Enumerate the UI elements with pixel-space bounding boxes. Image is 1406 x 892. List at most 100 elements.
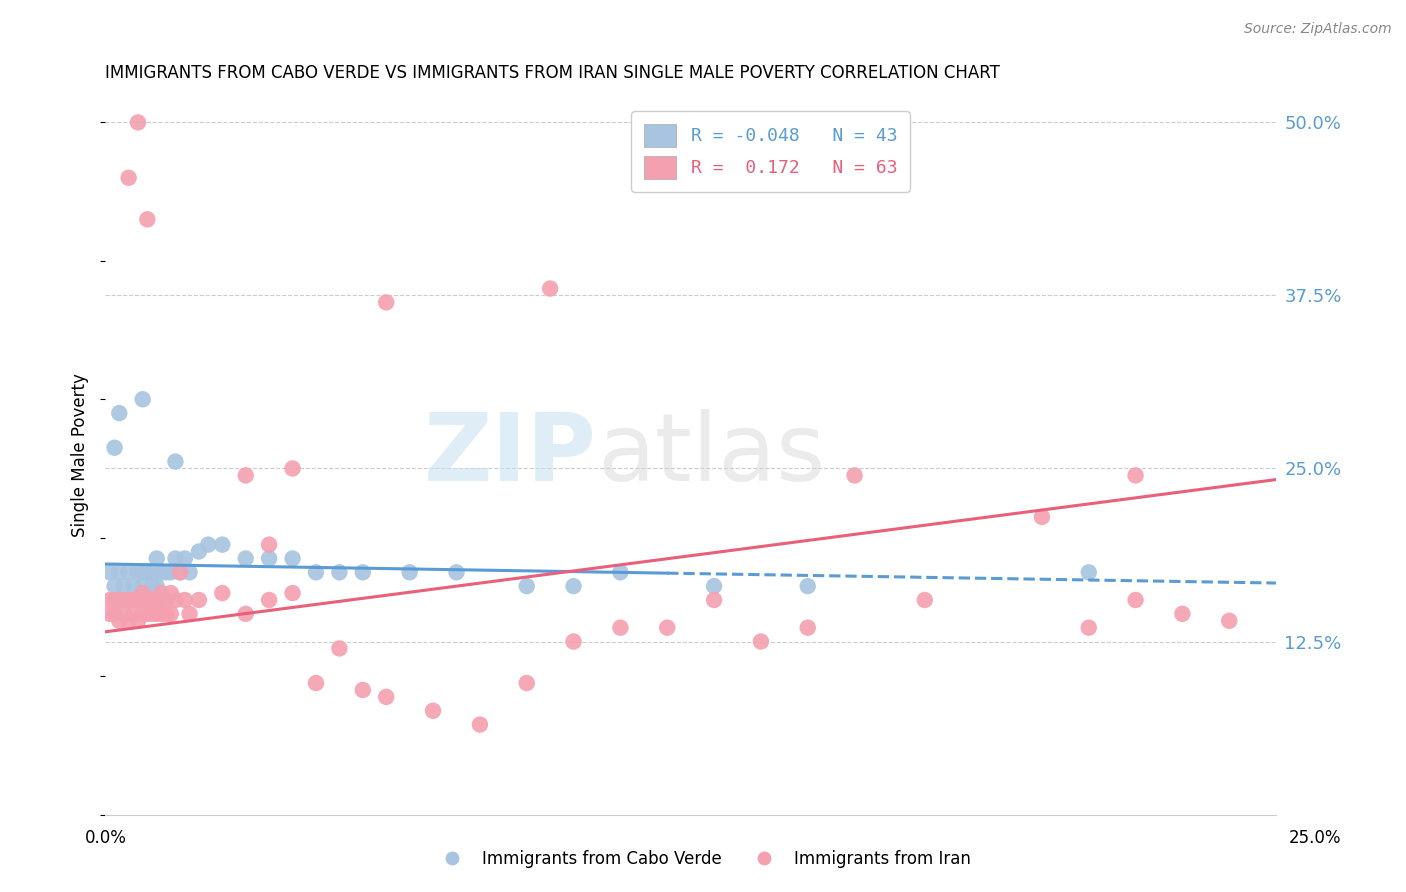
- Point: [352, 566, 374, 580]
- Point: [281, 461, 304, 475]
- Point: [127, 593, 149, 607]
- Point: [141, 607, 163, 621]
- Point: [1218, 614, 1240, 628]
- Point: [131, 607, 153, 621]
- Point: [155, 566, 177, 580]
- Point: [112, 593, 135, 607]
- Point: [1077, 566, 1099, 580]
- Point: [1077, 621, 1099, 635]
- Point: [131, 579, 153, 593]
- Point: [257, 551, 280, 566]
- Point: [1125, 468, 1147, 483]
- Point: [103, 593, 125, 607]
- Point: [136, 593, 159, 607]
- Point: [914, 593, 936, 607]
- Point: [112, 579, 135, 593]
- Point: [165, 551, 187, 566]
- Point: [159, 607, 181, 621]
- Point: [136, 607, 159, 621]
- Point: [165, 454, 187, 468]
- Point: [145, 579, 167, 593]
- Point: [1031, 510, 1053, 524]
- Point: [117, 614, 139, 628]
- Text: ZIP: ZIP: [425, 409, 598, 500]
- Point: [609, 621, 631, 635]
- Point: [155, 593, 177, 607]
- Point: [122, 607, 145, 621]
- Point: [122, 579, 145, 593]
- Point: [108, 614, 131, 628]
- Point: [375, 690, 398, 704]
- Point: [281, 551, 304, 566]
- Point: [117, 170, 139, 185]
- Point: [422, 704, 444, 718]
- Point: [169, 566, 191, 580]
- Text: Source: ZipAtlas.com: Source: ZipAtlas.com: [1244, 22, 1392, 37]
- Point: [165, 593, 187, 607]
- Point: [609, 566, 631, 580]
- Point: [112, 607, 135, 621]
- Point: [703, 579, 725, 593]
- Point: [516, 676, 538, 690]
- Point: [796, 579, 818, 593]
- Point: [257, 538, 280, 552]
- Point: [98, 593, 121, 607]
- Point: [127, 566, 149, 580]
- Point: [562, 579, 585, 593]
- Point: [117, 593, 139, 607]
- Point: [98, 607, 121, 621]
- Point: [103, 441, 125, 455]
- Point: [235, 468, 257, 483]
- Point: [131, 392, 153, 407]
- Point: [257, 593, 280, 607]
- Point: [155, 607, 177, 621]
- Point: [145, 607, 167, 621]
- Point: [352, 683, 374, 698]
- Point: [150, 593, 173, 607]
- Point: [98, 566, 121, 580]
- Point: [122, 593, 145, 607]
- Point: [145, 593, 167, 607]
- Point: [375, 295, 398, 310]
- Point: [136, 593, 159, 607]
- Point: [159, 586, 181, 600]
- Point: [179, 566, 201, 580]
- Point: [703, 593, 725, 607]
- Point: [562, 634, 585, 648]
- Point: [657, 621, 679, 635]
- Point: [141, 566, 163, 580]
- Point: [131, 566, 153, 580]
- Point: [398, 566, 420, 580]
- Point: [446, 566, 468, 580]
- Point: [1171, 607, 1194, 621]
- Point: [103, 579, 125, 593]
- Point: [141, 593, 163, 607]
- Text: IMMIGRANTS FROM CABO VERDE VS IMMIGRANTS FROM IRAN SINGLE MALE POVERTY CORRELATI: IMMIGRANTS FROM CABO VERDE VS IMMIGRANTS…: [105, 64, 1000, 82]
- Point: [141, 579, 163, 593]
- Y-axis label: Single Male Poverty: Single Male Poverty: [72, 373, 89, 537]
- Point: [145, 551, 167, 566]
- Text: atlas: atlas: [598, 409, 825, 500]
- Point: [150, 566, 173, 580]
- Point: [108, 406, 131, 420]
- Point: [127, 614, 149, 628]
- Point: [796, 621, 818, 635]
- Point: [136, 212, 159, 227]
- Point: [749, 634, 772, 648]
- Point: [844, 468, 866, 483]
- Point: [150, 607, 173, 621]
- Point: [187, 544, 209, 558]
- Point: [150, 586, 173, 600]
- Point: [197, 538, 219, 552]
- Point: [211, 538, 233, 552]
- Point: [211, 586, 233, 600]
- Point: [305, 566, 328, 580]
- Point: [103, 607, 125, 621]
- Point: [173, 551, 195, 566]
- Point: [169, 566, 191, 580]
- Point: [108, 593, 131, 607]
- Point: [468, 717, 491, 731]
- Point: [117, 566, 139, 580]
- Legend: R = -0.048   N = 43, R =  0.172   N = 63: R = -0.048 N = 43, R = 0.172 N = 63: [631, 111, 910, 192]
- Point: [281, 586, 304, 600]
